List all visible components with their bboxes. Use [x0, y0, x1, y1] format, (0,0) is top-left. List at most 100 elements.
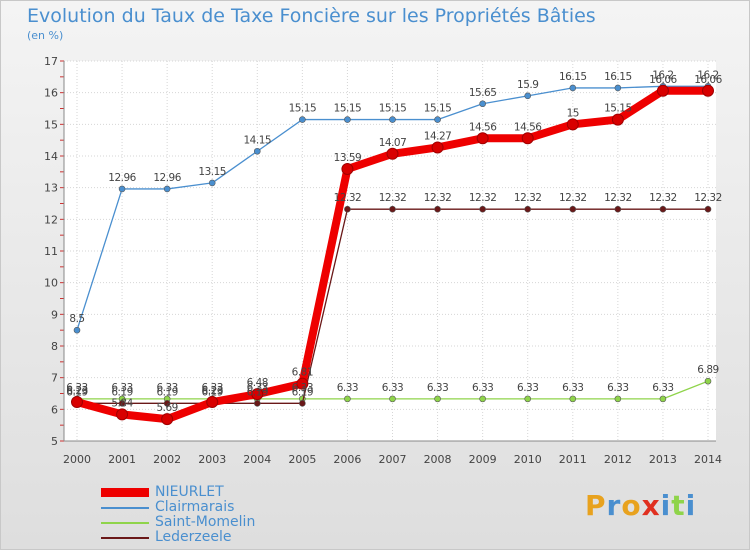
logo-letter: i: [660, 489, 672, 522]
proxiti-logo: Proxiti: [585, 489, 696, 522]
y-tick-label-13: 13: [44, 182, 58, 195]
y-tick-label-16: 16: [44, 87, 58, 100]
y-tick-label-12: 12: [44, 213, 58, 226]
data-point-saint-momelin-2011: [569, 395, 577, 403]
legend-item-nieurlet: NIEURLET: [101, 485, 255, 500]
data-label-clairmarais-2004: 14.15: [244, 134, 272, 146]
data-label-saint-momelin-2008: 6.33: [427, 382, 448, 394]
data-label-nieurlet-2002: 5.69: [156, 402, 177, 414]
data-label-saint-momelin-2002: 6.33: [156, 382, 177, 394]
x-tick-label-2009: 2009: [469, 453, 497, 466]
data-point-lederzeele-2009: [479, 205, 486, 213]
data-label-nieurlet-2003: 6.23: [202, 385, 223, 397]
data-label-clairmarais-2009: 15.65: [469, 87, 497, 99]
y-tick-label-9: 9: [51, 308, 58, 321]
data-point-lederzeele-2001: [118, 400, 126, 407]
data-label-saint-momelin-2006: 6.33: [337, 382, 358, 394]
data-point-clairmarais-2008: [434, 116, 441, 123]
data-point-nieurlet-2000: [71, 396, 83, 409]
chart-title: Evolution du Taux de Taxe Foncière sur l…: [27, 5, 596, 27]
y-axis-unit-label: (en %): [27, 29, 64, 42]
data-label-lederzeele-2008: 12.32: [424, 192, 452, 204]
y-tick-label-15: 15: [44, 118, 58, 131]
data-label-clairmarais-2010: 15.9: [517, 79, 538, 91]
data-label-nieurlet-2006: 13.59: [334, 152, 362, 164]
data-point-clairmarais-2006: [344, 116, 351, 123]
data-label-saint-momelin-2007: 6.33: [382, 382, 403, 394]
data-point-nieurlet-2004: [251, 388, 264, 401]
legend-label-clairmarais: Clairmarais: [155, 499, 235, 515]
legend-swatch-lederzeele: [101, 536, 149, 539]
data-point-saint-momelin-2010: [524, 395, 532, 403]
data-point-lederzeele-2010: [524, 205, 532, 213]
data-point-saint-momelin-2006: [344, 395, 351, 403]
data-label-saint-momelin-2000: 6.33: [66, 382, 87, 394]
data-point-clairmarais-2010: [524, 92, 532, 100]
data-point-clairmarais-2002: [163, 185, 171, 193]
x-tick-label-2010: 2010: [514, 453, 542, 466]
legend-label-lederzeele: Lederzeele: [155, 529, 232, 545]
data-point-clairmarais-2000: [73, 326, 81, 334]
data-point-nieurlet-2013: [656, 84, 669, 97]
data-label-saint-momelin-2004: 6.33: [247, 382, 268, 394]
data-label-clairmarais-2012: 16.15: [604, 71, 632, 83]
x-tick-label-2003: 2003: [198, 453, 226, 466]
data-label-clairmarais-2008: 15.15: [424, 103, 452, 115]
data-label-clairmarais-2005: 15.15: [289, 103, 317, 115]
data-point-nieurlet-2012: [611, 113, 624, 126]
data-point-clairmarais-2003: [208, 179, 216, 187]
logo-letter: o: [621, 489, 642, 522]
y-tick-label-14: 14: [44, 150, 58, 163]
data-label-nieurlet-2005: 6.81: [292, 367, 313, 379]
x-tick-label-2002: 2002: [153, 453, 181, 466]
data-label-lederzeele-2003: 6.19: [202, 386, 223, 398]
data-label-saint-momelin-2010: 6.33: [517, 382, 538, 394]
data-label-saint-momelin-2013: 6.33: [652, 382, 673, 394]
x-tick-label-2011: 2011: [559, 453, 587, 466]
data-point-saint-momelin-2007: [389, 395, 396, 403]
legend: NIEURLET Clairmarais Saint-Momelin Leder…: [101, 485, 255, 545]
data-label-saint-momelin-2003: 6.33: [202, 382, 223, 394]
data-point-nieurlet-2005: [296, 377, 309, 390]
data-label-nieurlet-2001: 5.84: [111, 397, 133, 409]
logo-letter: P: [585, 489, 607, 522]
data-label-clairmarais-2000: 8.5: [69, 313, 84, 325]
data-point-lederzeele-2013: [659, 205, 667, 213]
logo-letter: x: [641, 489, 661, 522]
data-label-lederzeele-2000: 6.19: [66, 386, 87, 398]
x-tick-label-2014: 2014: [694, 453, 722, 466]
legend-item-saint-momelin: Saint-Momelin: [101, 515, 255, 530]
data-point-clairmarais-2011: [569, 84, 577, 92]
data-label-clairmarais-2013: 16.2: [652, 69, 673, 81]
data-label-lederzeele-2012: 12.32: [604, 192, 632, 204]
x-tick-label-2005: 2005: [288, 453, 316, 466]
x-tick-label-2007: 2007: [379, 453, 407, 466]
data-label-clairmarais-2002: 12.96: [153, 172, 181, 184]
data-label-lederzeele-2011: 12.32: [559, 192, 587, 204]
data-point-clairmarais-2009: [479, 100, 486, 108]
x-tick-label-2004: 2004: [243, 453, 271, 466]
data-label-lederzeele-2009: 12.32: [469, 192, 497, 204]
data-label-lederzeele-2001: 6.19: [111, 386, 132, 398]
y-tick-label-10: 10: [44, 277, 58, 290]
data-point-clairmarais-2001: [118, 185, 126, 193]
data-label-lederzeele-2006: 12.32: [334, 192, 362, 204]
data-label-nieurlet-2000: 6.23: [66, 385, 87, 397]
data-point-lederzeele-2005: [299, 400, 306, 407]
data-label-clairmarais-2003: 13.15: [198, 166, 226, 178]
data-label-clairmarais-2011: 16.15: [559, 71, 587, 83]
data-label-saint-momelin-2009: 6.33: [472, 382, 493, 394]
y-tick-label-6: 6: [51, 403, 58, 416]
data-point-nieurlet-2002: [161, 413, 174, 426]
legend-label-saint-momelin: Saint-Momelin: [155, 514, 256, 530]
data-point-lederzeele-2002: [163, 400, 171, 407]
legend-item-lederzeele: Lederzeele: [101, 530, 255, 545]
data-label-nieurlet-2008: 14.27: [424, 130, 452, 142]
data-label-lederzeele-2013: 12.32: [649, 192, 677, 204]
data-label-lederzeele-2007: 12.32: [379, 192, 407, 204]
y-tick-label-8: 8: [51, 340, 58, 353]
data-point-nieurlet-2009: [476, 132, 489, 145]
data-point-nieurlet-2006: [341, 162, 354, 175]
